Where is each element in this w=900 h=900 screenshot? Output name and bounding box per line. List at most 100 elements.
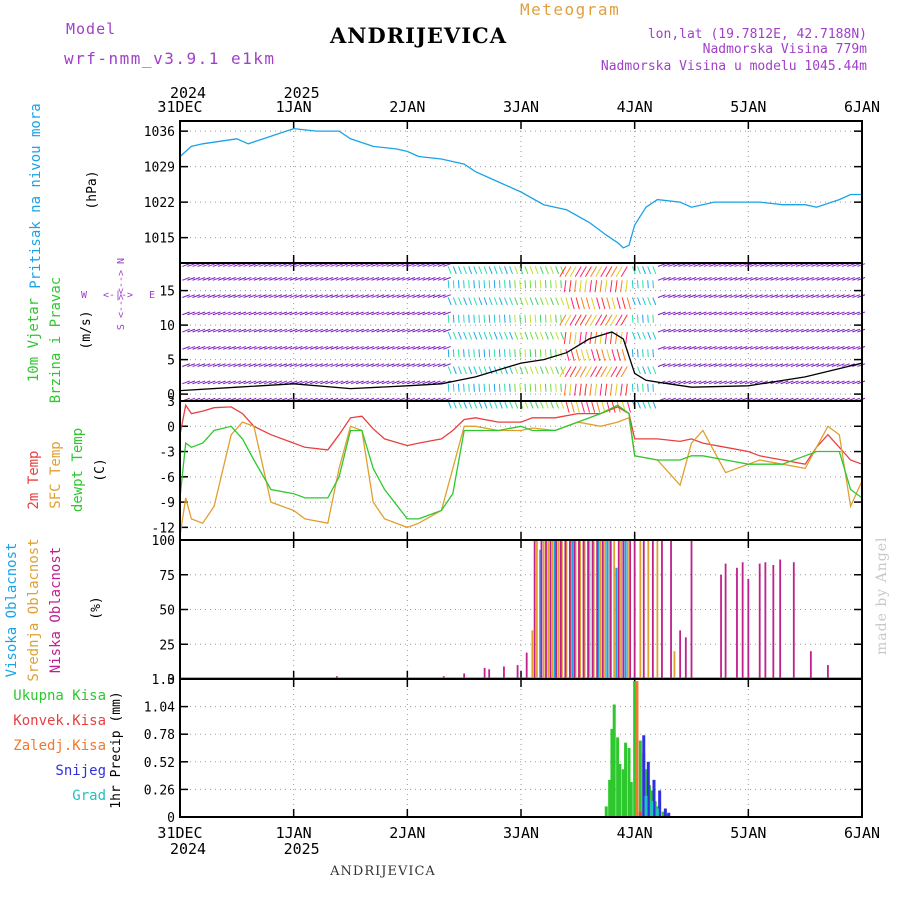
wind-arrow [442, 311, 451, 316]
wind-arrow [579, 331, 582, 344]
wind-arrow [212, 263, 221, 267]
station-title: ANDRIJEVICA [329, 23, 507, 48]
wind-arrow [325, 277, 334, 281]
bottom-day-label: 31DEC [157, 824, 202, 842]
wind-arrow [442, 277, 451, 281]
wind-arrow [304, 294, 313, 298]
wind-arrow [744, 328, 753, 333]
wind-arrow [228, 277, 236, 281]
wind-arrow [539, 314, 542, 323]
wind-arrow [498, 266, 503, 275]
total-precip-bar [610, 728, 614, 817]
wind-arrow [559, 366, 567, 378]
wind-arrow [719, 294, 728, 298]
wind-arrow [468, 331, 473, 340]
wind-arrow [739, 346, 748, 350]
grad-bar [650, 801, 654, 817]
wind-arrow [366, 294, 375, 298]
wind-arrow [785, 380, 794, 385]
wind-arrow [534, 383, 537, 392]
wind-arrow [488, 349, 491, 358]
wind-arrow [785, 311, 794, 316]
wind-arrow [478, 349, 481, 358]
wind-arrow [217, 328, 226, 333]
wind-arrow [688, 328, 697, 333]
wind-arrow [279, 346, 288, 350]
wind-arrow [841, 328, 850, 333]
wind-arrow [678, 363, 687, 367]
wind-arrow [396, 311, 405, 316]
wind-arrow [320, 363, 329, 367]
wind-arrow [447, 366, 452, 375]
wind-arrow [315, 346, 323, 350]
wind-arrow [841, 311, 850, 316]
compass-n: <--> N [116, 258, 127, 294]
wind-arrow [821, 294, 830, 298]
wind-arrow [790, 363, 799, 367]
wind-arrow [754, 311, 763, 316]
wind-arrow [601, 297, 606, 310]
wind-arrow [775, 277, 784, 281]
wind-arrow [483, 383, 486, 392]
wind-arrow [668, 311, 676, 316]
wind-arrow [289, 294, 298, 298]
wind-arrow [509, 297, 513, 306]
wind-arrow [589, 280, 592, 293]
wind-arrow [187, 294, 196, 298]
wind-arrow [631, 349, 634, 358]
wind-arrow [212, 380, 221, 385]
wind-arrow [452, 349, 455, 358]
wind-arrow [621, 349, 626, 361]
wind-arrow [488, 314, 491, 323]
compass-s: S <--> [116, 294, 127, 330]
wind-arrow [569, 266, 577, 278]
wind-arrow [207, 380, 216, 385]
wind-arrow [564, 266, 572, 278]
wind-arrow [187, 380, 196, 385]
wind-arrow [412, 277, 421, 281]
wind-arrow [574, 383, 577, 396]
wind-arrow [600, 266, 608, 278]
wind-arrow [678, 294, 687, 298]
wind-arrow [350, 311, 359, 316]
wind-arrow [427, 263, 436, 267]
wind-arrow [724, 311, 733, 316]
wind-arrow-field [182, 263, 866, 413]
wind-arrow [584, 280, 587, 293]
wind-arrow [304, 363, 313, 367]
model-name: wrf-nmm_v3.9.1 e1km [64, 49, 276, 68]
wind-arrow [652, 400, 657, 409]
wind-arrow [514, 266, 519, 275]
wind-arrow [350, 263, 359, 267]
wind-arrow [605, 366, 613, 378]
wind-arrow [539, 366, 544, 375]
wind-arrow [238, 380, 247, 385]
wind-arrow [652, 266, 657, 275]
wind-arrow [714, 363, 722, 367]
wind-arrow [652, 280, 654, 289]
wind-arrow [790, 328, 799, 333]
wind-arrow [744, 380, 753, 385]
wind-arrow [775, 328, 784, 333]
wind-arrow [212, 277, 221, 281]
wind-arrow [493, 383, 496, 392]
wind-arrow [615, 383, 618, 396]
wind-arrow [402, 328, 410, 333]
y-tick-label: 0.26 [144, 783, 175, 798]
wind-arrow [821, 311, 830, 316]
wind-arrow [402, 294, 410, 298]
wind-arrow [274, 328, 283, 333]
wind-arrow [509, 314, 511, 323]
wind-arrow [620, 314, 628, 326]
wind-arrow [673, 277, 681, 281]
wind-arrow [258, 263, 267, 267]
wind-arrow [361, 277, 369, 281]
wind-arrow [544, 314, 547, 323]
wind-arrow [534, 366, 539, 375]
wind-arrow [473, 400, 478, 409]
elevation-label: Nadmorska Visina 779m [703, 42, 868, 57]
wind-arrow [315, 363, 323, 367]
y-tick-label: 1.04 [144, 701, 175, 716]
wind-arrow [488, 383, 491, 392]
wind-arrow [708, 328, 717, 333]
